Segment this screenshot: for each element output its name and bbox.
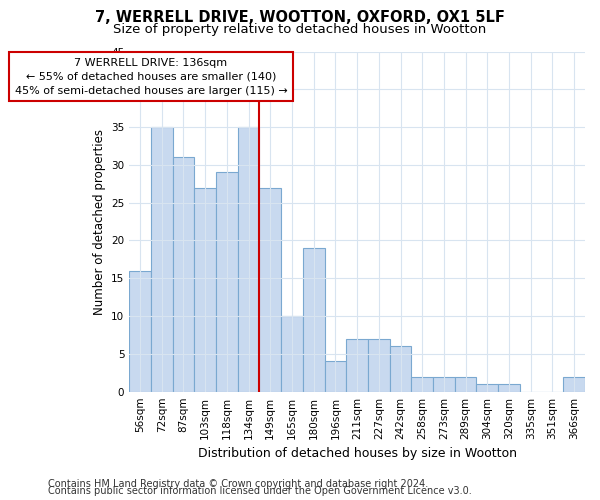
Bar [151,127,173,392]
Bar [238,127,259,392]
Bar [194,188,216,392]
Bar [412,376,433,392]
Bar [325,362,346,392]
Bar [303,248,325,392]
Text: Size of property relative to detached houses in Wootton: Size of property relative to detached ho… [113,22,487,36]
Bar [368,339,389,392]
Text: 7, WERRELL DRIVE, WOOTTON, OXFORD, OX1 5LF: 7, WERRELL DRIVE, WOOTTON, OXFORD, OX1 5… [95,10,505,25]
Bar [389,346,412,392]
Bar [433,376,455,392]
Text: 7 WERRELL DRIVE: 136sqm
← 55% of detached houses are smaller (140)
45% of semi-d: 7 WERRELL DRIVE: 136sqm ← 55% of detache… [14,58,287,96]
Bar [498,384,520,392]
Text: Contains public sector information licensed under the Open Government Licence v3: Contains public sector information licen… [48,486,472,496]
Bar [173,158,194,392]
Text: Contains HM Land Registry data © Crown copyright and database right 2024.: Contains HM Land Registry data © Crown c… [48,479,428,489]
Bar [455,376,476,392]
Bar [563,376,585,392]
Bar [259,188,281,392]
Bar [129,270,151,392]
X-axis label: Distribution of detached houses by size in Wootton: Distribution of detached houses by size … [197,447,517,460]
Y-axis label: Number of detached properties: Number of detached properties [92,128,106,314]
Bar [281,316,303,392]
Bar [216,172,238,392]
Bar [346,339,368,392]
Bar [476,384,498,392]
